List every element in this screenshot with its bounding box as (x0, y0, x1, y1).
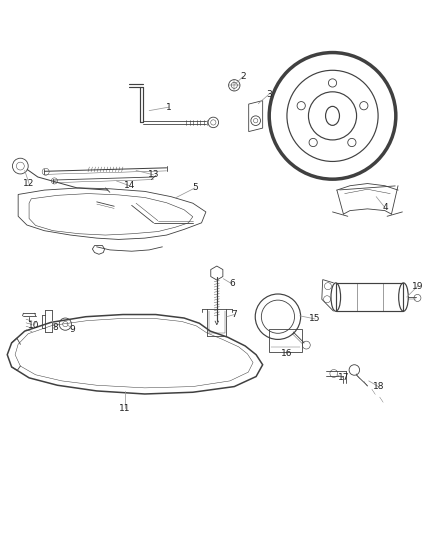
Text: 11: 11 (120, 404, 131, 413)
Text: 18: 18 (373, 382, 384, 391)
Text: 1: 1 (166, 103, 172, 111)
Bar (269, 329, 302, 352)
Text: 4: 4 (382, 203, 388, 212)
Text: 7: 7 (231, 310, 237, 319)
Text: 3: 3 (266, 90, 272, 99)
Bar (336, 283, 403, 311)
Text: 5: 5 (192, 183, 198, 192)
Text: 6: 6 (229, 279, 235, 288)
Text: 9: 9 (70, 325, 76, 334)
Text: 12: 12 (23, 179, 35, 188)
Text: 2: 2 (240, 72, 246, 81)
Text: 15: 15 (309, 314, 321, 324)
Text: 19: 19 (412, 281, 424, 290)
Text: 10: 10 (28, 321, 39, 330)
Text: 16: 16 (281, 349, 293, 358)
Text: 13: 13 (148, 171, 159, 179)
Text: 17: 17 (338, 373, 349, 382)
Text: 14: 14 (124, 181, 135, 190)
Text: 8: 8 (53, 323, 58, 332)
